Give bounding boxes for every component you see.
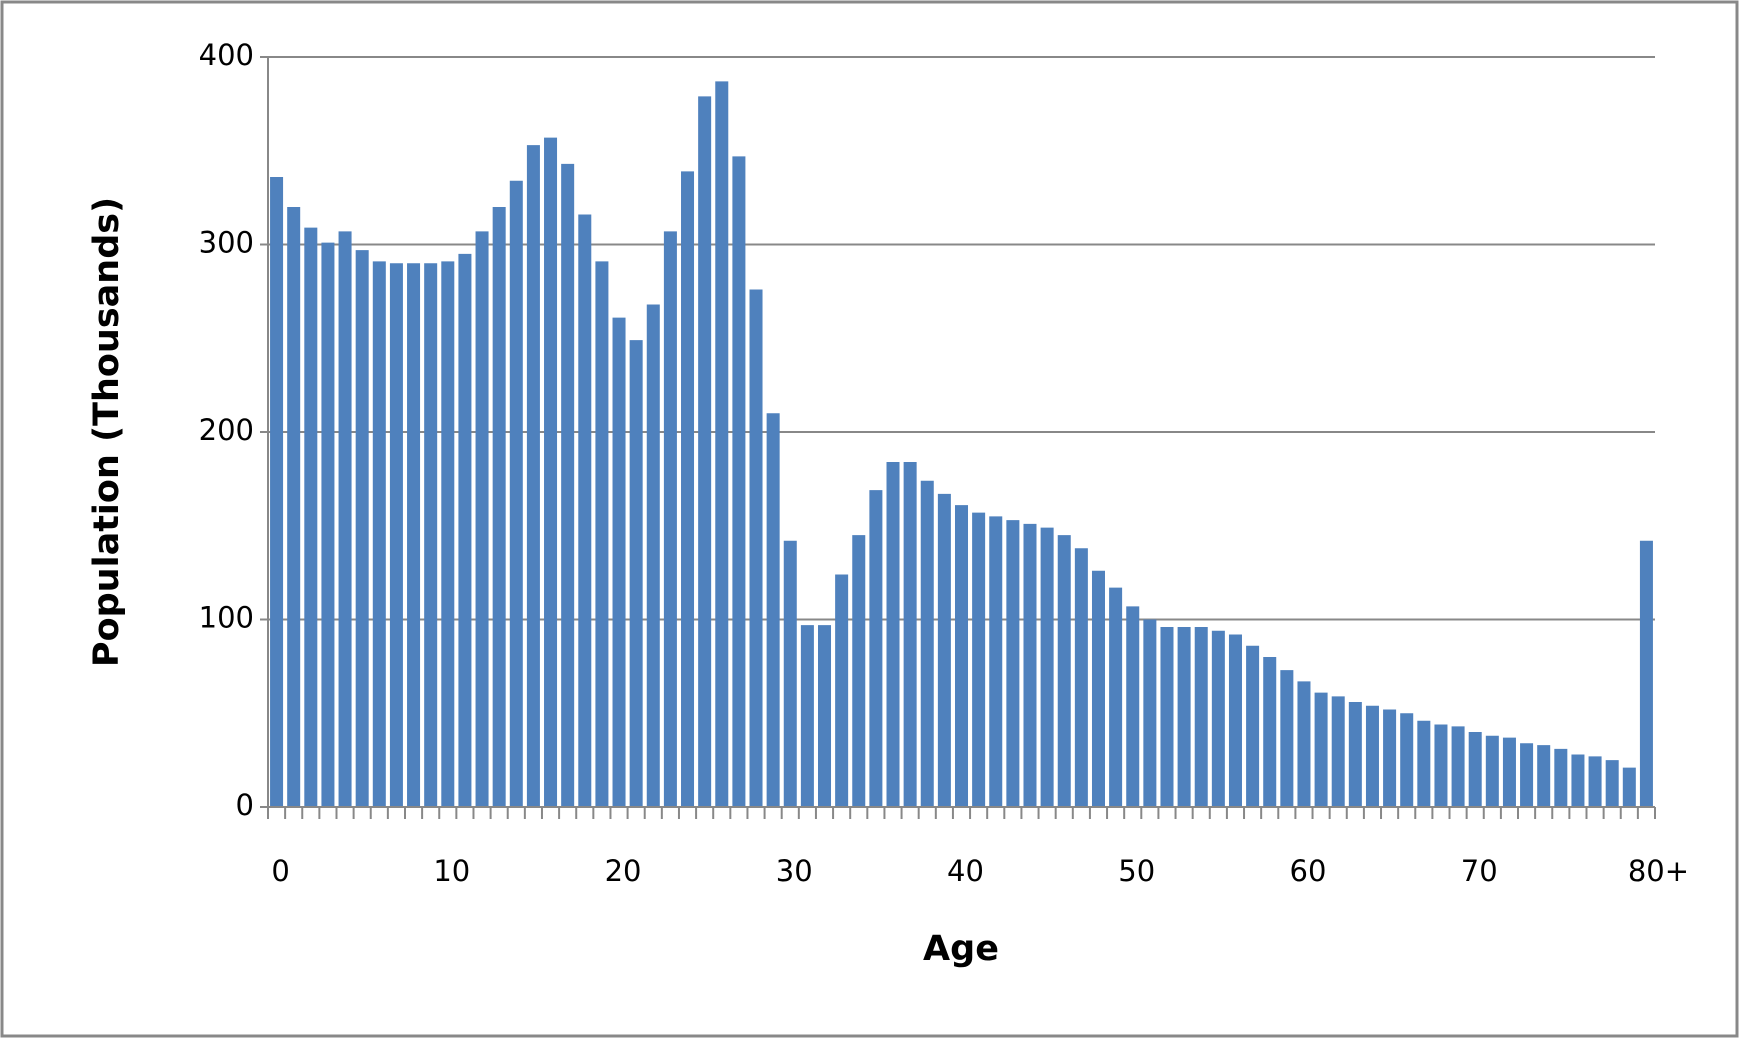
bar: [1126, 606, 1140, 807]
bar: [338, 231, 352, 807]
bar: [1143, 619, 1157, 807]
bar: [698, 96, 712, 807]
bar: [304, 227, 318, 807]
bar: [835, 574, 849, 807]
bar: [1331, 696, 1345, 807]
bar: [1160, 627, 1174, 807]
bar: [1537, 745, 1551, 807]
bar: [389, 263, 403, 807]
bar: [1246, 645, 1260, 807]
bar: [372, 261, 386, 807]
x-tick-label: 0: [271, 854, 289, 888]
bar: [1228, 634, 1242, 807]
bar: [1605, 760, 1619, 807]
bar: [1006, 520, 1020, 807]
bar: [972, 512, 986, 807]
bar: [561, 163, 575, 807]
bar: [1502, 737, 1516, 807]
bar: [270, 177, 284, 807]
bar: [1280, 670, 1294, 807]
y-tick-label: 0: [236, 788, 254, 822]
y-tick-label: 400: [199, 38, 254, 72]
bar: [886, 462, 900, 807]
bar: [1177, 627, 1191, 807]
bar: [458, 253, 472, 807]
x-tick-label: 20: [605, 854, 642, 888]
bar: [732, 156, 746, 807]
bar: [612, 317, 626, 807]
bar: [287, 207, 301, 807]
bar: [1468, 732, 1482, 807]
bar: [1622, 767, 1636, 807]
bar: [1074, 548, 1088, 807]
bar: [937, 493, 951, 807]
bar: [646, 304, 660, 807]
bar: [1520, 743, 1534, 807]
bar: [321, 242, 335, 807]
x-tick-label: 30: [776, 854, 813, 888]
bar: [526, 145, 540, 807]
bar: [475, 231, 489, 807]
bar: [1109, 587, 1123, 807]
bar: [1023, 523, 1037, 807]
bar: [1400, 713, 1414, 807]
bar: [441, 261, 455, 807]
bar: [1554, 748, 1568, 807]
y-tick-label: 300: [199, 226, 254, 260]
bar: [1211, 630, 1225, 807]
bar: [1314, 692, 1328, 807]
bar: [578, 214, 592, 807]
bar: [989, 516, 1003, 807]
bar: [355, 250, 369, 807]
bar: [954, 505, 969, 807]
bar: [509, 180, 523, 807]
bar: [629, 340, 643, 807]
bar: [715, 81, 729, 807]
bar: [766, 413, 780, 807]
bar: [1434, 724, 1448, 807]
y-tick-label: 200: [199, 413, 254, 447]
x-tick-label: 80+: [1628, 854, 1689, 888]
y-axis-title: Population (Thousands): [87, 197, 127, 667]
bar: [1263, 657, 1277, 807]
bar: [800, 625, 814, 807]
bar: [681, 171, 695, 807]
bar: [1639, 540, 1653, 807]
y-tick-label: 100: [199, 601, 254, 635]
x-tick-label: 10: [433, 854, 470, 888]
bar: [818, 625, 832, 807]
bar: [1365, 705, 1379, 807]
x-tick-label: 60: [1290, 854, 1327, 888]
bar: [1383, 709, 1397, 807]
bar: [595, 261, 609, 807]
bar: [1297, 681, 1311, 807]
x-tick-label: 70: [1461, 854, 1498, 888]
bar: [1194, 627, 1208, 807]
bar: [1348, 702, 1362, 807]
bar: [852, 535, 866, 807]
bar: [1571, 754, 1585, 807]
bar: [544, 137, 558, 807]
bar: [663, 231, 677, 807]
bar: [1057, 535, 1071, 807]
bar: [1091, 570, 1105, 807]
bar: [1417, 720, 1431, 807]
bar: [407, 263, 421, 807]
x-axis-title: Age: [923, 929, 999, 969]
bar: [424, 263, 438, 807]
bar: [1040, 527, 1054, 807]
bar: [783, 540, 797, 807]
x-tick-label: 50: [1118, 854, 1155, 888]
bar: [920, 480, 934, 807]
bar: [492, 207, 506, 807]
bar: [869, 490, 883, 807]
bar: [1485, 735, 1499, 807]
bar: [903, 462, 917, 807]
bar: [1451, 726, 1465, 807]
bar: [749, 289, 763, 807]
bar: [1588, 756, 1602, 807]
x-tick-label: 40: [947, 854, 984, 888]
